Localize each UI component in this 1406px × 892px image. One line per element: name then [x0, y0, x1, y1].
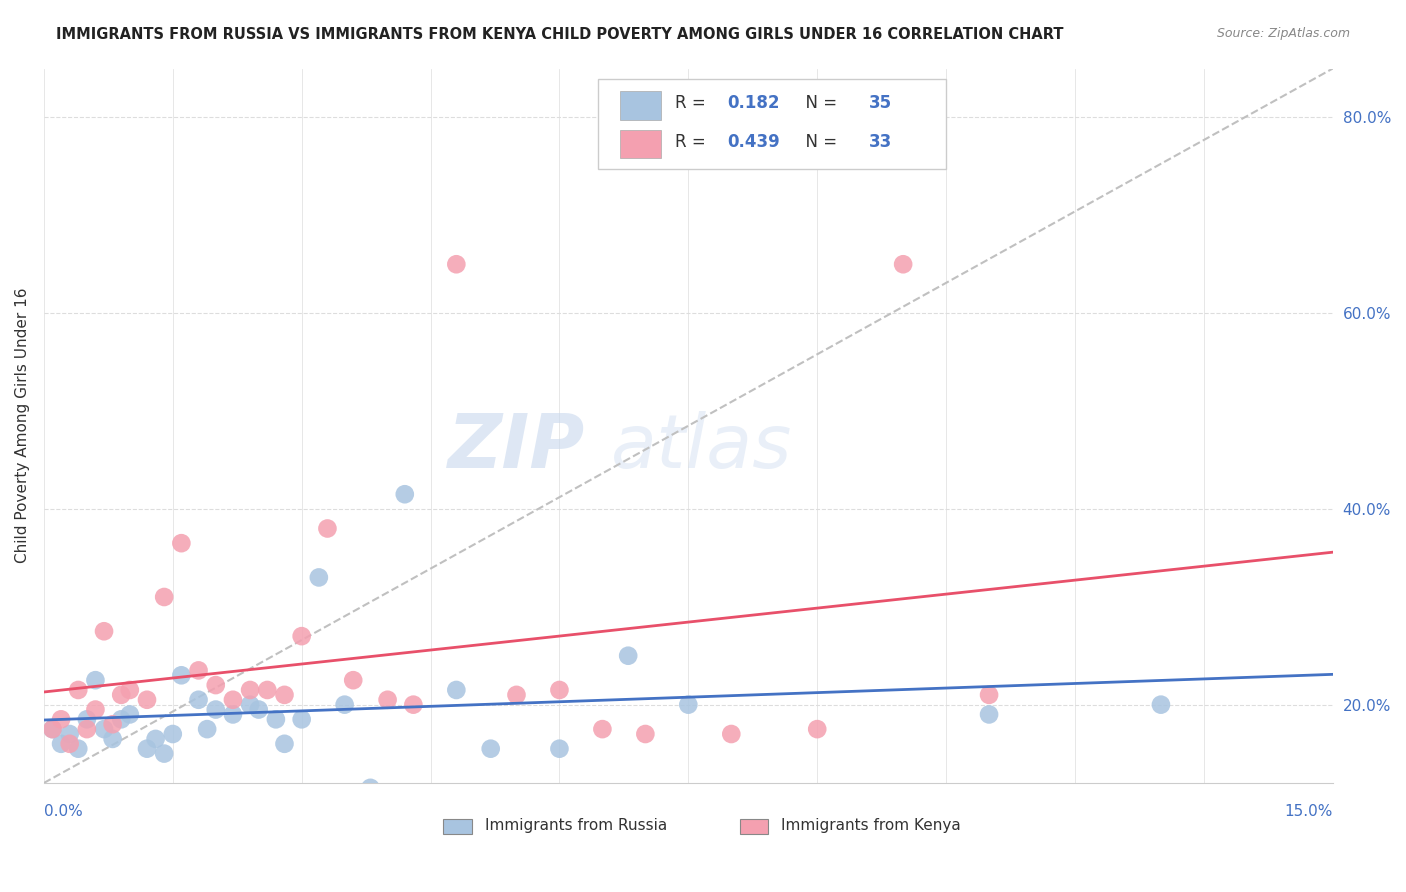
Point [118, 683, 141, 698]
Point [505, 688, 527, 702]
Text: N =: N = [796, 95, 842, 112]
Point [446, 683, 468, 698]
Point [136, 692, 159, 706]
Point [187, 664, 209, 678]
Point [84, 673, 107, 688]
Point [170, 668, 193, 682]
Point [145, 731, 167, 746]
Point [273, 737, 295, 751]
Point [93, 624, 115, 639]
Point [1150, 698, 1173, 712]
Point [204, 702, 226, 716]
Text: 0.182: 0.182 [727, 95, 779, 112]
Point [977, 707, 1000, 722]
Point [153, 590, 176, 604]
Point [256, 683, 278, 698]
Point [110, 712, 132, 726]
Text: R =: R = [675, 95, 711, 112]
FancyBboxPatch shape [620, 91, 661, 120]
Point [617, 648, 640, 663]
Point [49, 712, 72, 726]
Point [222, 707, 245, 722]
Text: 15.0%: 15.0% [1285, 805, 1333, 820]
Point [153, 747, 176, 761]
Point [67, 683, 90, 698]
Point [162, 727, 184, 741]
Point [479, 741, 502, 756]
Point [187, 692, 209, 706]
Text: IMMIGRANTS FROM RUSSIA VS IMMIGRANTS FROM KENYA CHILD POVERTY AMONG GIRLS UNDER : IMMIGRANTS FROM RUSSIA VS IMMIGRANTS FRO… [56, 27, 1064, 42]
Point [678, 698, 700, 712]
Point [41, 722, 63, 736]
Point [195, 722, 218, 736]
Text: 33: 33 [869, 133, 891, 151]
Point [308, 570, 330, 584]
Text: R =: R = [675, 133, 711, 151]
Point [548, 741, 571, 756]
Point [170, 536, 193, 550]
Point [239, 683, 262, 698]
Point [264, 712, 287, 726]
Text: atlas: atlas [612, 411, 793, 483]
Point [136, 741, 159, 756]
Point [291, 712, 314, 726]
Point [291, 629, 314, 643]
Point [76, 722, 98, 736]
Point [118, 707, 141, 722]
FancyBboxPatch shape [443, 819, 472, 834]
Point [342, 673, 364, 688]
Text: N =: N = [796, 133, 842, 151]
Point [67, 741, 90, 756]
Point [84, 702, 107, 716]
Point [41, 722, 63, 736]
Text: ZIP: ZIP [449, 410, 585, 483]
Point [977, 688, 1000, 702]
FancyBboxPatch shape [598, 79, 946, 169]
FancyBboxPatch shape [740, 819, 768, 834]
Point [806, 722, 828, 736]
Point [59, 737, 82, 751]
Text: 0.439: 0.439 [727, 133, 780, 151]
Point [247, 702, 270, 716]
Point [634, 727, 657, 741]
Point [76, 712, 98, 726]
Point [359, 780, 381, 795]
Point [548, 683, 571, 698]
Point [720, 727, 742, 741]
Point [49, 737, 72, 751]
Point [333, 698, 356, 712]
Point [204, 678, 226, 692]
Text: 0.0%: 0.0% [44, 805, 83, 820]
Point [316, 521, 339, 535]
Point [101, 717, 124, 731]
Point [101, 731, 124, 746]
Text: Immigrants from Kenya: Immigrants from Kenya [782, 818, 960, 833]
Point [110, 688, 132, 702]
Text: Source: ZipAtlas.com: Source: ZipAtlas.com [1216, 27, 1350, 40]
Point [222, 692, 245, 706]
Point [377, 692, 399, 706]
Point [59, 727, 82, 741]
Point [402, 698, 425, 712]
Text: Immigrants from Russia: Immigrants from Russia [485, 818, 666, 833]
FancyBboxPatch shape [620, 130, 661, 159]
Point [239, 698, 262, 712]
Y-axis label: Child Poverty Among Girls Under 16: Child Poverty Among Girls Under 16 [15, 288, 30, 564]
Point [591, 722, 613, 736]
Point [891, 257, 914, 271]
Point [446, 257, 468, 271]
Text: 35: 35 [869, 95, 891, 112]
Point [93, 722, 115, 736]
Point [394, 487, 416, 501]
Point [273, 688, 295, 702]
